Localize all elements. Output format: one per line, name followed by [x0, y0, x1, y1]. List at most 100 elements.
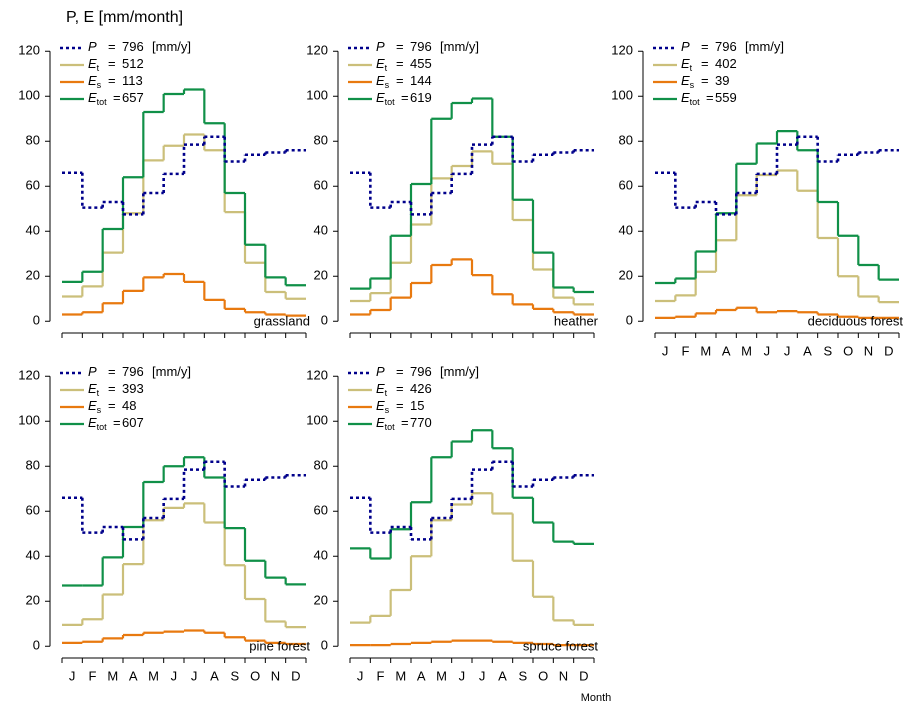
panel-label: deciduous forest	[808, 313, 904, 328]
x-tick-label: J	[357, 668, 364, 683]
legend-unit: [mm/y]	[152, 364, 191, 379]
legend-name: P	[376, 364, 385, 379]
y-tick-label: 120	[18, 43, 40, 58]
y-tick-label: 20	[619, 268, 633, 283]
legend-name: E	[681, 56, 690, 71]
legend-label: Et = 455	[376, 56, 432, 73]
x-tick-label: J	[784, 343, 791, 358]
x-tick-label: F	[682, 343, 690, 358]
legend-equals: =	[701, 73, 709, 88]
legend-equals: =	[108, 39, 116, 54]
x-tick-label: N	[271, 668, 280, 683]
x-tick-label: D	[579, 668, 588, 683]
legend-label: P = 796 [mm/y]	[376, 39, 479, 54]
legend-total: 607	[122, 415, 144, 430]
y-tick-label: 100	[611, 88, 633, 103]
legend-total: 455	[410, 56, 432, 71]
x-tick-label: M	[700, 343, 711, 358]
legend-sub: s	[385, 405, 390, 415]
legend-sub: tot	[690, 97, 701, 107]
legend-sub: s	[385, 80, 390, 90]
x-tick-label: M	[741, 343, 752, 358]
y-tick-label: 80	[619, 133, 633, 148]
x-tick-label: J	[69, 668, 76, 683]
y-tick-label: 20	[314, 268, 328, 283]
legend-equals: =	[401, 415, 409, 430]
legend-total: 796	[122, 364, 144, 379]
legend-sub: t	[385, 388, 388, 398]
y-tick-label: 100	[18, 413, 40, 428]
y-tick-label: 0	[33, 638, 40, 653]
legend-name: P	[376, 39, 385, 54]
legend-sub: t	[690, 63, 693, 73]
legend-name: P	[88, 39, 97, 54]
legend-total: 48	[122, 398, 136, 413]
x-tick-label: F	[377, 668, 385, 683]
legend-total: 144	[410, 73, 432, 88]
y-tick-label: 20	[26, 268, 40, 283]
y-tick-label: 0	[321, 638, 328, 653]
y-tick-label: 60	[314, 178, 328, 193]
y-tick-label: 40	[619, 223, 633, 238]
x-tick-label: J	[459, 668, 466, 683]
legend-label: P = 796 [mm/y]	[88, 364, 191, 379]
legend-label: Es = 144	[376, 73, 432, 90]
y-tick-label: 80	[26, 458, 40, 473]
legend-label: Etot =559	[681, 90, 737, 107]
legend-label: Et = 512	[88, 56, 144, 73]
legend-equals: =	[396, 398, 404, 413]
legend-sub: t	[385, 63, 388, 73]
legend-total: 393	[122, 381, 144, 396]
legend-label: Etot =770	[376, 415, 432, 432]
legend-equals: =	[108, 56, 116, 71]
legend-name: E	[88, 381, 97, 396]
legend-total: 619	[410, 90, 432, 105]
legend-name: E	[376, 415, 385, 430]
y-axis-title: P, E [mm/month]	[66, 9, 183, 26]
x-tick-label: M	[436, 668, 447, 683]
legend-name: E	[376, 381, 385, 396]
y-tick-label: 40	[26, 223, 40, 238]
legend-sub: tot	[97, 97, 108, 107]
x-axis-title: Month	[581, 692, 612, 704]
legend-label: Es = 113	[88, 73, 143, 90]
legend-name: E	[376, 73, 385, 88]
legend-label: P = 796 [mm/y]	[376, 364, 479, 379]
legend-equals: =	[396, 73, 404, 88]
legend-sub: tot	[385, 422, 396, 432]
x-tick-label: D	[291, 668, 300, 683]
x-tick-label: O	[843, 343, 853, 358]
x-tick-label: F	[89, 668, 97, 683]
x-tick-label: N	[864, 343, 873, 358]
x-tick-label: J	[479, 668, 486, 683]
x-tick-label: A	[129, 668, 138, 683]
legend-label: P = 796 [mm/y]	[88, 39, 191, 54]
legend-unit: [mm/y]	[745, 39, 784, 54]
x-tick-label: M	[395, 668, 406, 683]
legend-equals: =	[108, 364, 116, 379]
y-tick-label: 20	[314, 593, 328, 608]
legend-sub: s	[97, 80, 102, 90]
legend-label: Et = 402	[681, 56, 737, 73]
legend-total: 426	[410, 381, 432, 396]
legend-name: E	[88, 73, 97, 88]
x-tick-label: J	[171, 668, 178, 683]
legend-equals: =	[701, 56, 709, 71]
legend-total: 770	[410, 415, 432, 430]
y-tick-label: 60	[314, 503, 328, 518]
legend-name: E	[88, 398, 97, 413]
x-tick-label: J	[191, 668, 198, 683]
y-tick-label: 60	[26, 503, 40, 518]
x-tick-label: S	[518, 668, 527, 683]
x-tick-label: M	[107, 668, 118, 683]
y-tick-label: 0	[626, 313, 633, 328]
legend-name: E	[376, 90, 385, 105]
y-tick-label: 120	[18, 368, 40, 383]
legend-total: 796	[122, 39, 144, 54]
x-tick-label: J	[662, 343, 669, 358]
x-tick-label: M	[148, 668, 159, 683]
legend-name: E	[376, 398, 385, 413]
legend-total: 559	[715, 90, 737, 105]
x-tick-label: A	[417, 668, 426, 683]
